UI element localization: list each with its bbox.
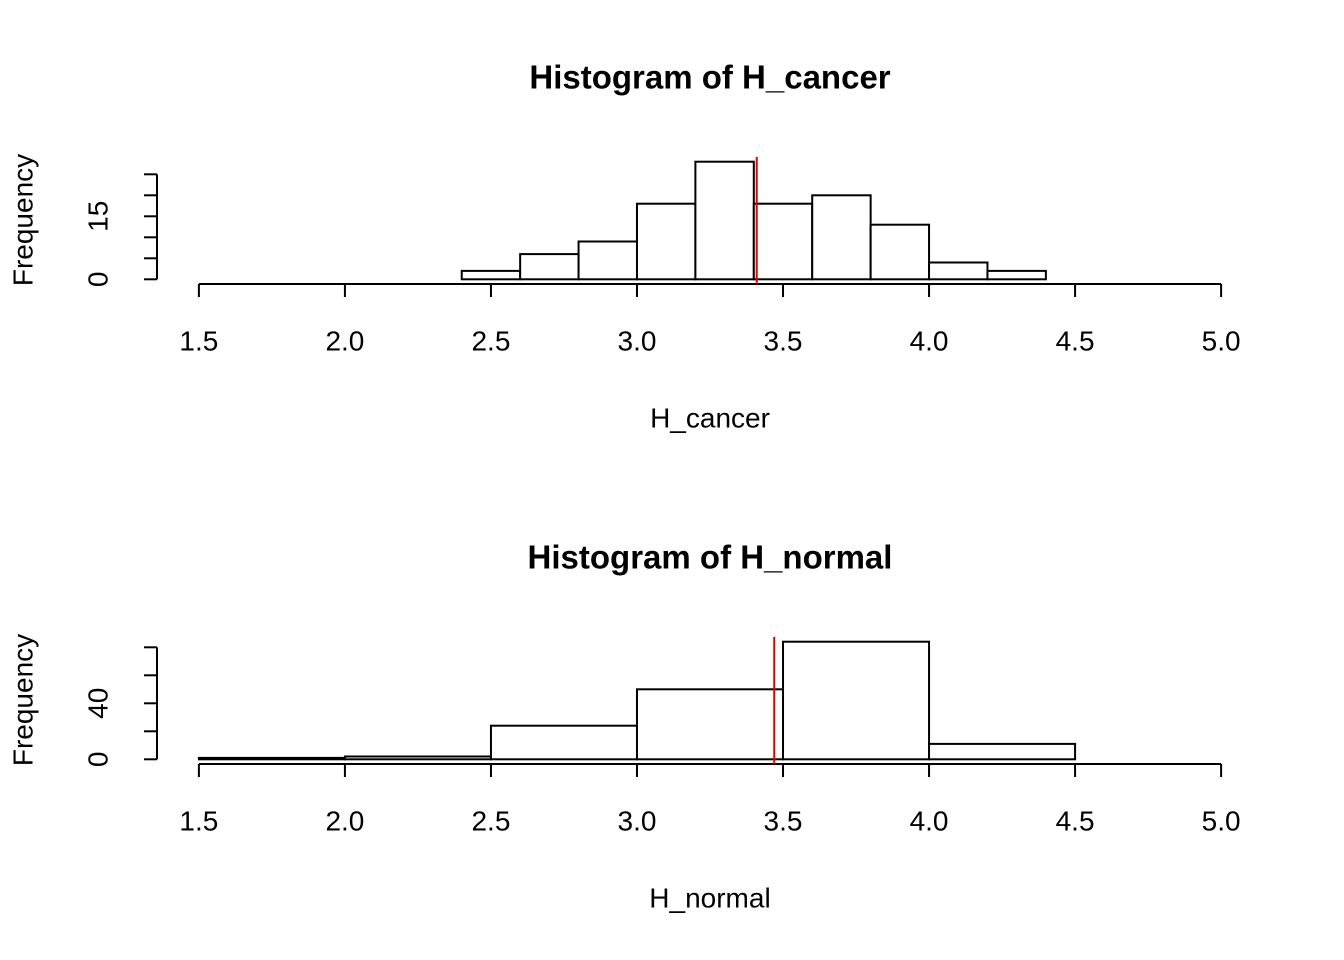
- x-tick-label: 4.5: [1056, 805, 1095, 836]
- bar: [811, 194, 872, 281]
- bar: [869, 223, 931, 281]
- y-tick-label: 0: [82, 752, 113, 768]
- x-tick-label: 5.0: [1202, 325, 1241, 356]
- x-tick-label: 2.5: [471, 805, 510, 836]
- bar: [752, 202, 814, 281]
- bar: [519, 253, 580, 281]
- bar: [460, 269, 522, 281]
- chart-title: Histogram of H_normal: [528, 539, 893, 576]
- bar: [928, 742, 1077, 761]
- chart-title: Histogram of H_cancer: [529, 59, 890, 96]
- x-tick-label: 4.5: [1056, 325, 1095, 356]
- y-tick-label: 40: [82, 688, 113, 719]
- x-tick-label: 4.0: [910, 325, 949, 356]
- x-tick-label: 1.5: [179, 325, 218, 356]
- x-axis-label: H_normal: [649, 882, 770, 913]
- y-axis-label: Frequency: [7, 634, 38, 766]
- x-axis-label: H_cancer: [650, 402, 770, 433]
- bar: [343, 755, 492, 761]
- bar: [489, 724, 638, 761]
- y-tick-label: 0: [82, 272, 113, 288]
- y-axis-label: Frequency: [7, 154, 38, 286]
- bar: [928, 261, 989, 281]
- x-tick-label: 3.5: [764, 325, 803, 356]
- x-tick-label: 3.0: [618, 805, 657, 836]
- x-tick-label: 3.0: [618, 325, 657, 356]
- bar: [782, 640, 931, 761]
- x-tick-label: 4.0: [910, 805, 949, 836]
- bar: [986, 269, 1047, 281]
- bar: [635, 202, 697, 281]
- x-tick-label: 2.0: [325, 805, 364, 836]
- x-tick-label: 1.5: [179, 805, 218, 836]
- x-tick-label: 2.0: [325, 325, 364, 356]
- x-tick-label: 3.5: [764, 805, 803, 836]
- bar: [197, 756, 346, 761]
- bar: [694, 160, 755, 281]
- bar: [635, 688, 785, 761]
- x-tick-label: 2.5: [471, 325, 510, 356]
- x-tick-label: 5.0: [1202, 805, 1241, 836]
- bar: [577, 240, 638, 281]
- y-tick-label: 15: [82, 201, 113, 232]
